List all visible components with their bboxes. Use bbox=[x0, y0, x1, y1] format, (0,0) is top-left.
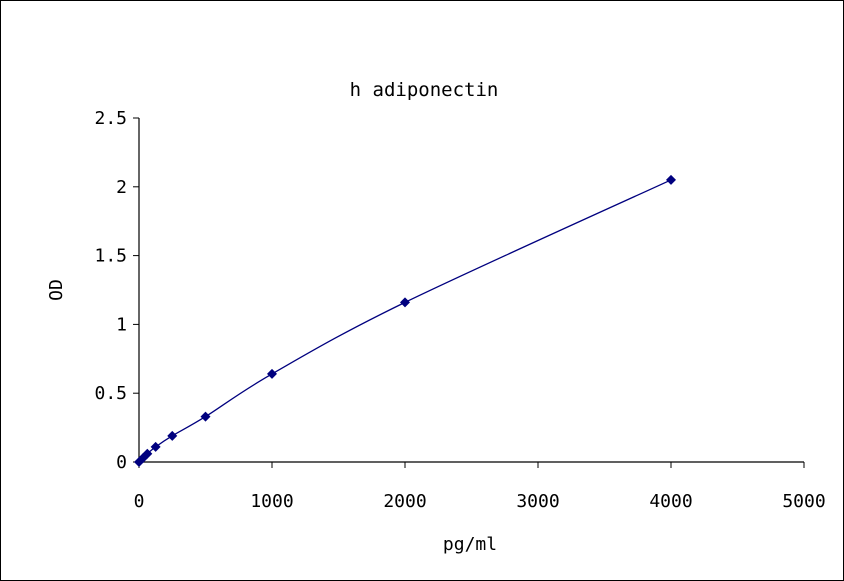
y-axis-label: OD bbox=[46, 279, 67, 301]
y-tick-label: 0.5 bbox=[94, 383, 127, 404]
data-points bbox=[134, 174, 676, 467]
x-tick-label: 1000 bbox=[250, 491, 293, 512]
data-point bbox=[200, 411, 211, 422]
data-point bbox=[400, 297, 410, 308]
trend-line bbox=[138, 179, 672, 463]
data-point bbox=[666, 174, 676, 185]
y-tick-label: 2.5 bbox=[94, 108, 127, 129]
x-tick-label: 5000 bbox=[782, 491, 825, 512]
x-tick-label: 0 bbox=[134, 491, 145, 512]
data-point bbox=[150, 441, 161, 452]
y-tick-label: 0 bbox=[116, 452, 127, 473]
x-axis-label: pg/ml bbox=[443, 534, 497, 555]
y-tick-label: 1 bbox=[116, 314, 127, 335]
data-point bbox=[142, 448, 153, 459]
x-tick-label: 3000 bbox=[516, 491, 559, 512]
data-point bbox=[167, 430, 178, 441]
data-point bbox=[267, 368, 277, 379]
chart-title: h adiponectin bbox=[350, 79, 499, 101]
x-tick-label: 2000 bbox=[383, 491, 426, 512]
y-tick-label: 2 bbox=[116, 177, 127, 198]
x-axis-ticks: 0 1000 2000 3000 4000 5000 bbox=[134, 462, 826, 512]
y-tick-label: 1.5 bbox=[94, 246, 127, 267]
x-tick-label: 4000 bbox=[649, 491, 692, 512]
y-axis-ticks: 0 0.5 1 1.5 2 2.5 bbox=[94, 108, 139, 473]
